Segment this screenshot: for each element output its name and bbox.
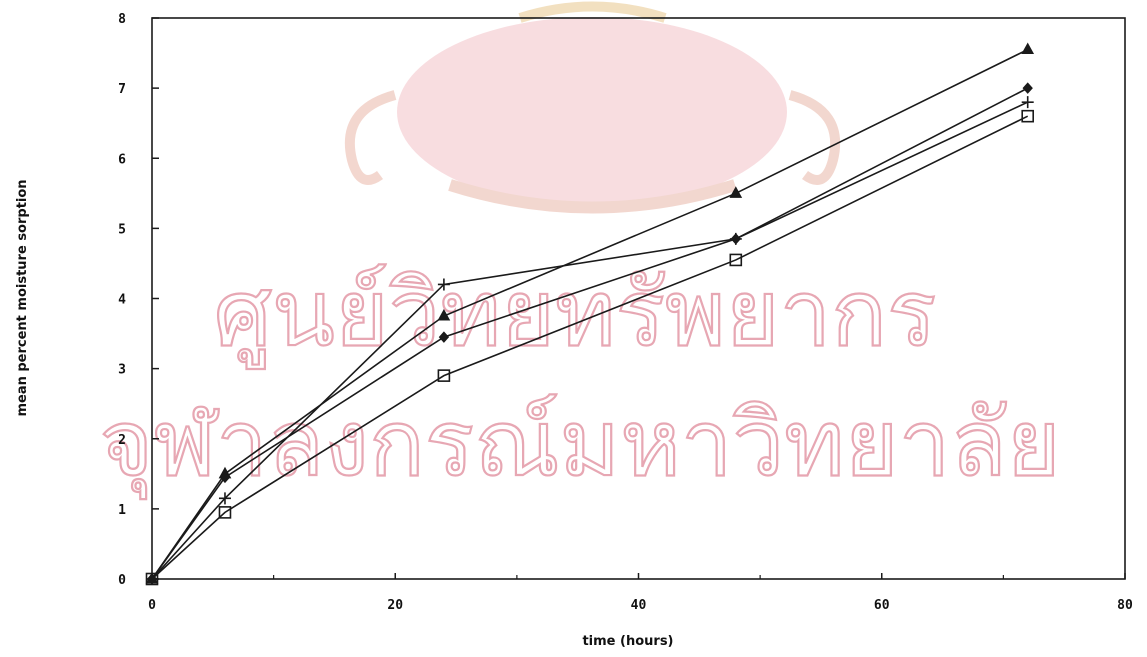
plot-area: 0 20 40 60 80 0 1 2 3 4 5 6 7 8 xyxy=(118,12,1133,613)
x-tick-label: 20 xyxy=(387,598,403,613)
data-point-square xyxy=(145,572,159,586)
y-tick-label: 6 xyxy=(118,152,126,167)
y-tick-label: 8 xyxy=(118,12,126,27)
watermark-line-2: จุฬาลงกรณ์มหาวิทยาลัย xyxy=(99,390,1060,500)
data-point-diamond xyxy=(1022,82,1033,94)
data-point-square xyxy=(218,506,232,519)
data-point-diamond xyxy=(438,331,450,343)
x-tick-label: 80 xyxy=(1117,598,1133,613)
y-tick-label: 0 xyxy=(118,573,126,588)
data-point-plus xyxy=(1021,96,1034,109)
data-point-square xyxy=(437,369,451,382)
data-point-triangle xyxy=(729,186,743,198)
watermark-line-1: ศูนย์วิทยทรัพยากร xyxy=(214,260,937,369)
data-point-triangle xyxy=(1021,42,1035,55)
watermark: ศูนย์วิทยทรัพยากร จุฬาลงกรณ์มหาวิทยาลัย xyxy=(98,1,1062,501)
data-point-plus xyxy=(437,278,450,291)
series-layer xyxy=(145,42,1035,586)
x-tick-label: 0 xyxy=(148,598,156,613)
y-tick-label: 2 xyxy=(118,433,126,448)
y-tick-label: 1 xyxy=(118,503,126,518)
y-axis-title: mean percent moisture sorption xyxy=(15,179,30,416)
y-axis: 0 1 2 3 4 5 6 7 8 xyxy=(118,12,159,588)
data-point-square xyxy=(1021,109,1035,123)
y-tick-label: 5 xyxy=(118,222,126,237)
y-tick-label: 4 xyxy=(118,293,126,308)
data-point-triangle xyxy=(437,308,451,321)
x-axis: 0 20 40 60 80 xyxy=(148,573,1133,613)
x-tick-label: 40 xyxy=(631,598,647,613)
data-point-square xyxy=(729,253,743,267)
data-point-plus xyxy=(218,492,231,505)
series-line-square xyxy=(151,115,1029,580)
x-tick-label: 60 xyxy=(874,598,890,613)
emblem-watermark xyxy=(344,1,841,214)
x-axis-title: time (hours) xyxy=(582,634,673,649)
y-tick-label: 3 xyxy=(118,363,126,378)
y-tick-label: 7 xyxy=(118,82,126,97)
data-point-diamond xyxy=(219,471,231,484)
data-point-plus xyxy=(729,232,742,245)
